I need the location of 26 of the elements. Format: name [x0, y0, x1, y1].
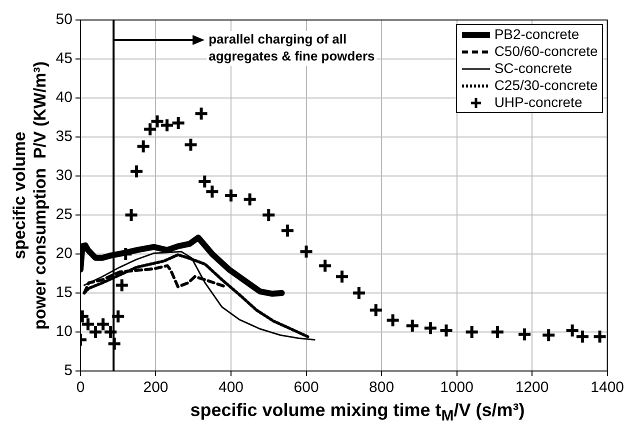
legend-label: SC-concrete [494, 60, 572, 77]
legend-label: UHP-concrete [494, 94, 582, 111]
legend-label: PB2-concrete [494, 26, 580, 43]
x-tick-label: 200 [143, 379, 168, 396]
y-tick-label: 35 [56, 128, 72, 146]
x-tick-label: 800 [369, 379, 394, 396]
y-axis-title: specific volume power consumption P/V (KW/m³) [10, 61, 50, 330]
y-tick-label: 25 [56, 206, 72, 224]
x-tick-label: 400 [218, 379, 244, 396]
y-tick-label: 40 [56, 89, 72, 106]
x-tick-label: 1200 [515, 379, 549, 396]
y-tick-label: 50 [56, 11, 72, 28]
ref-line-label: parallel charging of all aggregates & fine powders [208, 32, 375, 64]
x-axis-title: specific volume mixing time t$_{M}$/V (s/m³) [189, 400, 526, 425]
y-tick-label: 20 [56, 245, 72, 262]
x-tick-label: 1400 [590, 379, 624, 396]
y-tick-label: 15 [56, 284, 72, 302]
y-tick-label: 5 [64, 362, 72, 380]
x-tick-label: 600 [294, 379, 319, 396]
legend-label: C50/60-concrete [494, 43, 598, 60]
x-tick-label: 0 [76, 379, 85, 396]
legend-label: C25/30-concrete [494, 77, 598, 94]
y-tick-label: 45 [56, 50, 72, 68]
y-tick-label: 30 [56, 167, 72, 184]
x-tick-label: 1000 [440, 379, 474, 396]
y-tick-label: 10 [56, 323, 72, 340]
